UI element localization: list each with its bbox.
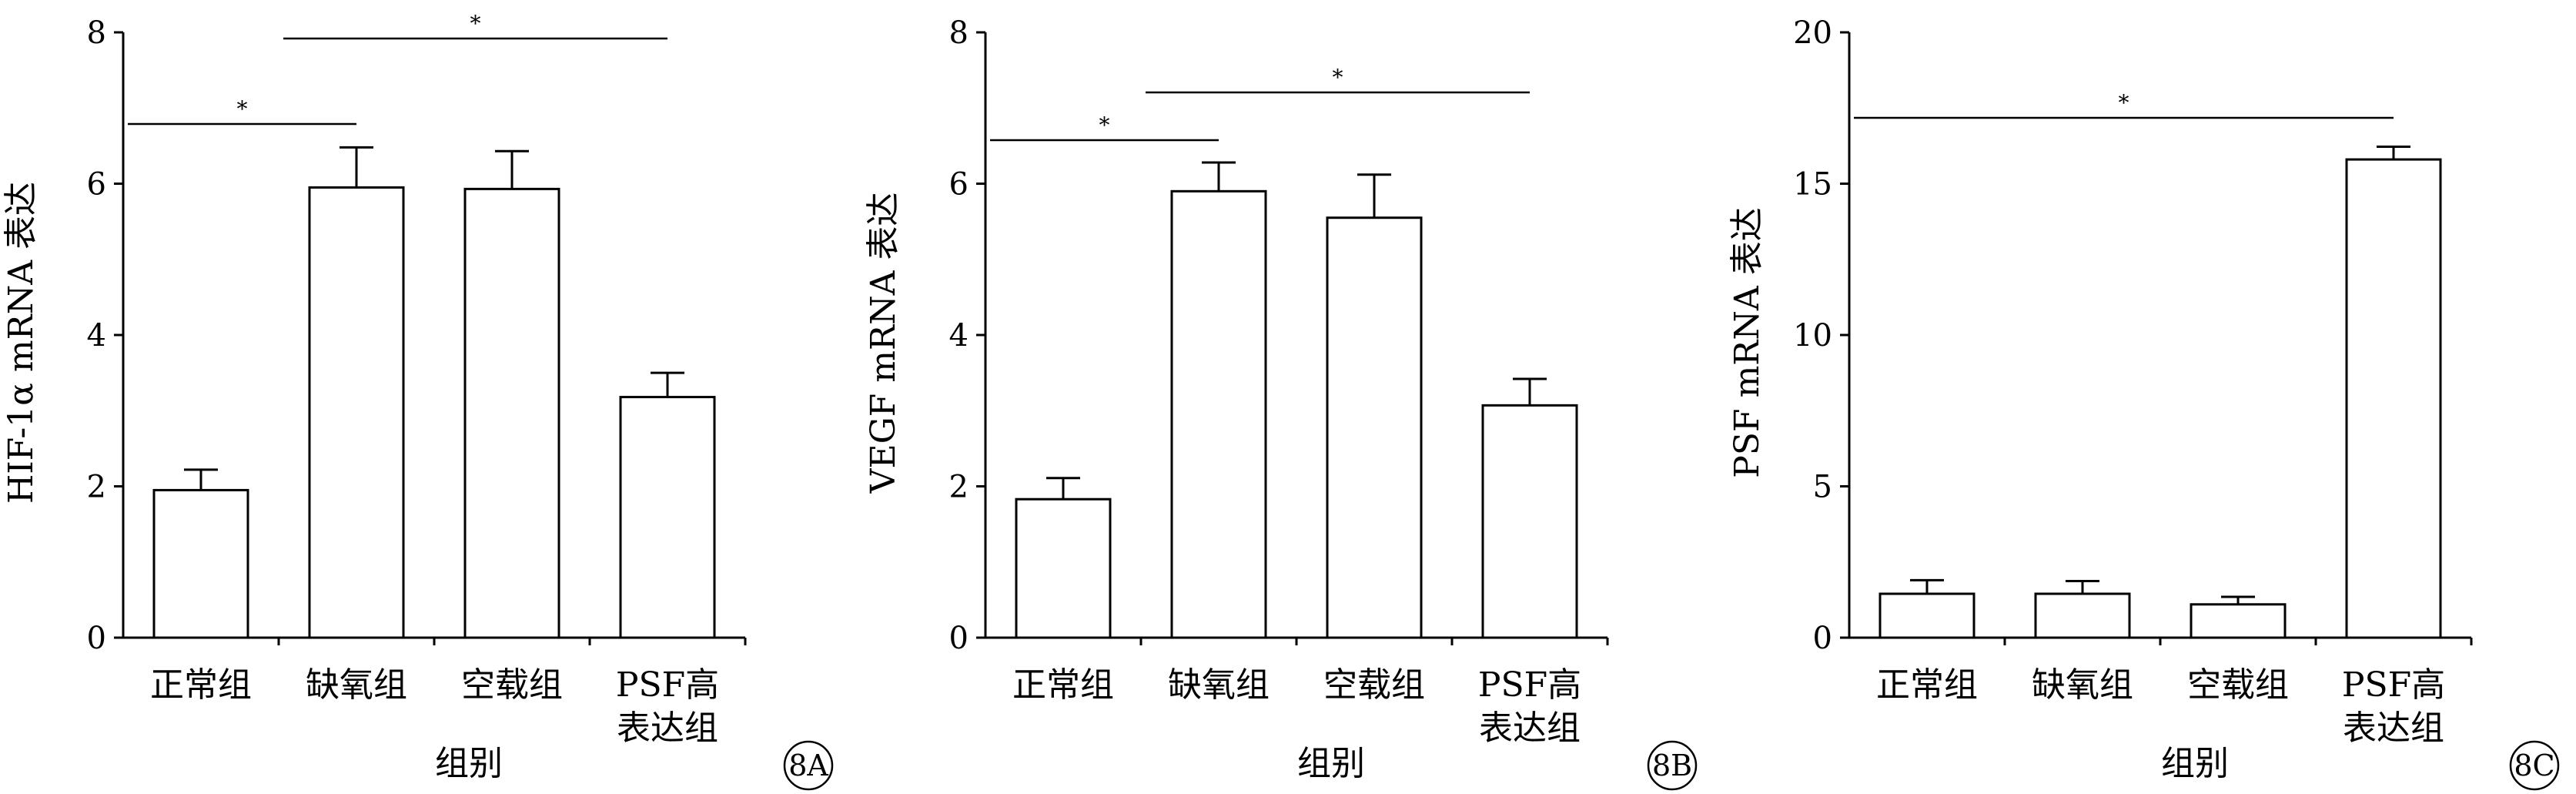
x-tick-label: 正常组	[1876, 665, 1978, 705]
bar	[2190, 603, 2287, 639]
significance-marker: *	[1099, 112, 1110, 138]
panel-label: 8C	[2514, 749, 2554, 782]
x-axis-title: 组别	[435, 744, 503, 783]
y-tick-label: 15	[1793, 167, 1832, 203]
bar	[619, 396, 716, 639]
y-tick-label: 0	[1813, 621, 1832, 656]
x-tick-label: 正常组	[150, 665, 252, 705]
x-tick-label: 空载组	[461, 665, 563, 705]
bar	[1170, 189, 1267, 639]
bar	[1878, 592, 1975, 639]
x-tick-label: 正常组	[1012, 665, 1114, 705]
y-tick-label: 6	[87, 167, 106, 203]
y-tick-label: 0	[87, 621, 106, 656]
y-tick-label: 6	[949, 167, 969, 203]
bar	[463, 187, 560, 639]
bar	[152, 488, 249, 639]
bar	[1326, 216, 1423, 639]
panel-label-circle	[1647, 740, 1698, 791]
y-tick-label: 5	[1813, 470, 1832, 505]
significance-marker: *	[470, 11, 481, 36]
significance-marker: *	[1333, 65, 1343, 90]
panel-label-circle	[2509, 740, 2560, 791]
x-tick-label: PSF高	[616, 665, 719, 705]
significance-marker: *	[2119, 90, 2129, 116]
x-tick-label: 表达组	[617, 709, 718, 748]
x-tick-label: PSF高	[2342, 665, 2445, 705]
x-axis-title: 组别	[2161, 744, 2229, 783]
x-tick-label: 空载组	[2187, 665, 2289, 705]
y-tick-label: 8	[949, 15, 969, 51]
y-tick-label: 4	[87, 318, 106, 353]
y-tick-label: 8	[87, 15, 106, 51]
bar	[2345, 158, 2442, 639]
y-tick-label: 4	[949, 318, 969, 353]
bar	[2034, 592, 2131, 639]
x-tick-label: 表达组	[2343, 709, 2444, 748]
x-tick-label: 缺氧组	[1168, 665, 1270, 705]
bar	[1481, 404, 1578, 639]
y-tick-label: 0	[949, 621, 969, 656]
bar	[1015, 498, 1112, 639]
x-tick-label: 缺氧组	[2032, 665, 2133, 705]
y-axis-title: VEGF mRNA 表达	[864, 193, 903, 494]
y-tick-label: 2	[87, 470, 106, 505]
y-axis-title: PSF mRNA 表达	[1728, 207, 1767, 477]
y-axis-title: HIF-1α mRNA 表达	[2, 182, 41, 504]
bar	[308, 186, 405, 639]
panel-label: 8A	[788, 749, 828, 782]
panel-label-circle	[783, 740, 834, 791]
x-tick-label: 空载组	[1323, 665, 1425, 705]
y-tick-label: 10	[1793, 318, 1832, 353]
y-tick-label: 20	[1793, 15, 1832, 51]
panel-label: 8B	[1652, 749, 1692, 782]
x-tick-label: 表达组	[1479, 709, 1581, 748]
x-axis-title: 组别	[1297, 744, 1365, 783]
significance-marker: *	[237, 96, 248, 122]
y-tick-label: 2	[949, 470, 969, 505]
x-tick-label: PSF高	[1478, 665, 1581, 705]
x-tick-label: 缺氧组	[306, 665, 407, 705]
